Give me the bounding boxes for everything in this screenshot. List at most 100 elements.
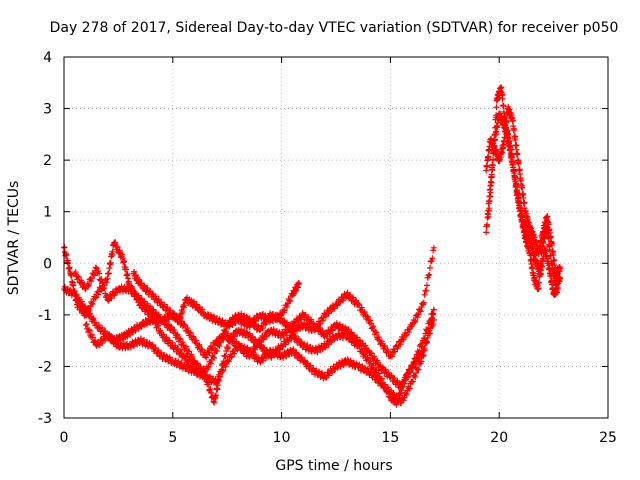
data-point-interp: [503, 126, 510, 133]
data-point-interp: [292, 332, 299, 339]
data-point-interp: [512, 173, 519, 180]
data-point-interp: [88, 278, 95, 285]
data-point-interp: [551, 256, 558, 263]
data-point-interp: [286, 297, 293, 304]
data-point: [485, 213, 492, 220]
data-point-interp: [421, 347, 428, 354]
data-point-interp: [385, 348, 392, 355]
data-point-interp: [401, 380, 408, 387]
data-point-interp: [80, 306, 87, 313]
data-point-interp: [199, 306, 206, 313]
data-point-interp: [508, 153, 515, 160]
data-point: [296, 280, 303, 287]
data-point-interp: [423, 339, 430, 346]
data-point-interp: [249, 334, 256, 341]
series-trace-c: [71, 264, 437, 391]
data-point-interp: [220, 367, 227, 374]
data-point-interp: [427, 264, 434, 271]
data-point-interp: [517, 207, 524, 214]
data-point-interp: [137, 280, 144, 287]
data-point-interp: [227, 333, 234, 340]
data-point-interp: [329, 369, 336, 376]
data-point-interp: [511, 127, 518, 134]
data-point-interp: [164, 304, 171, 311]
data-point-interp: [538, 238, 545, 245]
data-point-interp: [216, 342, 223, 349]
data-point-interp: [412, 374, 419, 381]
data-point-interp: [385, 384, 392, 391]
data-point-interp: [421, 291, 428, 298]
data-point-interp: [207, 360, 214, 367]
data-point-interp: [515, 160, 522, 167]
data-point-interp: [397, 341, 404, 348]
data-point-interp: [394, 377, 401, 384]
data-point-interp: [179, 339, 186, 346]
y-tick-label: 3: [43, 102, 52, 118]
data-point: [420, 353, 427, 360]
y-tick-label: 4: [43, 50, 52, 66]
data-point-interp: [107, 259, 114, 266]
data-point-interp: [190, 333, 197, 340]
data-point-interp: [222, 363, 229, 370]
data-point: [104, 275, 111, 282]
chart-title: Day 278 of 2017, Sidereal Day-to-day VTE…: [50, 20, 619, 36]
data-point-interp: [347, 330, 354, 337]
data-point-interp: [210, 354, 217, 361]
data-point-interp: [105, 270, 112, 277]
data-point-interp: [514, 189, 521, 196]
data-point-interp: [160, 331, 167, 338]
data-point-interp: [167, 307, 174, 314]
data-point-interp: [413, 356, 420, 363]
data-point-interp: [368, 350, 375, 357]
data-point-interp: [174, 331, 181, 338]
data-point-interp: [426, 327, 433, 334]
data-point-interp: [382, 366, 389, 373]
data-point-interp: [78, 298, 85, 305]
data-point-interp: [521, 199, 528, 206]
data-point-interp: [149, 290, 156, 297]
data-point-interp: [546, 264, 553, 271]
data-point-interp: [486, 205, 493, 212]
data-point-interp: [246, 330, 253, 337]
data-point-interp: [391, 374, 398, 381]
data-point-interp: [489, 156, 496, 163]
data-point-interp: [173, 332, 180, 339]
data-point-interp: [319, 328, 326, 335]
y-axis-ticks: -3 -2 -1 0 1 2 3 4: [38, 50, 608, 427]
data-point-interp: [207, 386, 214, 393]
data-point-interp: [425, 272, 432, 279]
data-point-interp: [210, 354, 217, 361]
data-point-interp: [370, 323, 377, 330]
plot-frame: [63, 56, 609, 419]
data-point-interp: [109, 248, 116, 255]
data-point-interp: [367, 368, 374, 375]
data-point: [489, 162, 496, 169]
data-point-interp: [186, 356, 193, 363]
data-point-interp: [416, 348, 423, 355]
data-point-interp: [408, 323, 415, 330]
data-point-interp: [186, 348, 193, 355]
data-point-interp: [430, 247, 437, 254]
data-point-interp: [103, 279, 110, 286]
data-point-interp: [193, 302, 200, 309]
data-point-interp: [290, 346, 297, 353]
data-point-interp: [535, 279, 542, 286]
data-point-interp: [509, 161, 516, 168]
data-point-interp: [224, 357, 231, 364]
data-point-interp: [102, 337, 109, 344]
data-point-interp: [141, 282, 148, 289]
data-point-interp: [549, 242, 556, 249]
data-point-interp: [176, 335, 183, 342]
data-point-interp: [147, 303, 154, 310]
data-point-interp: [322, 313, 329, 320]
data-point-interp: [214, 347, 221, 354]
data-point-interp: [326, 330, 333, 337]
data-point-interp: [222, 353, 229, 360]
data-point-interp: [423, 287, 430, 294]
y-tick-label: 0: [43, 256, 52, 272]
data-point-interp: [414, 314, 421, 321]
data-point-interp: [193, 337, 200, 344]
data-point-interp: [418, 358, 425, 365]
data-point-interp: [211, 342, 218, 349]
